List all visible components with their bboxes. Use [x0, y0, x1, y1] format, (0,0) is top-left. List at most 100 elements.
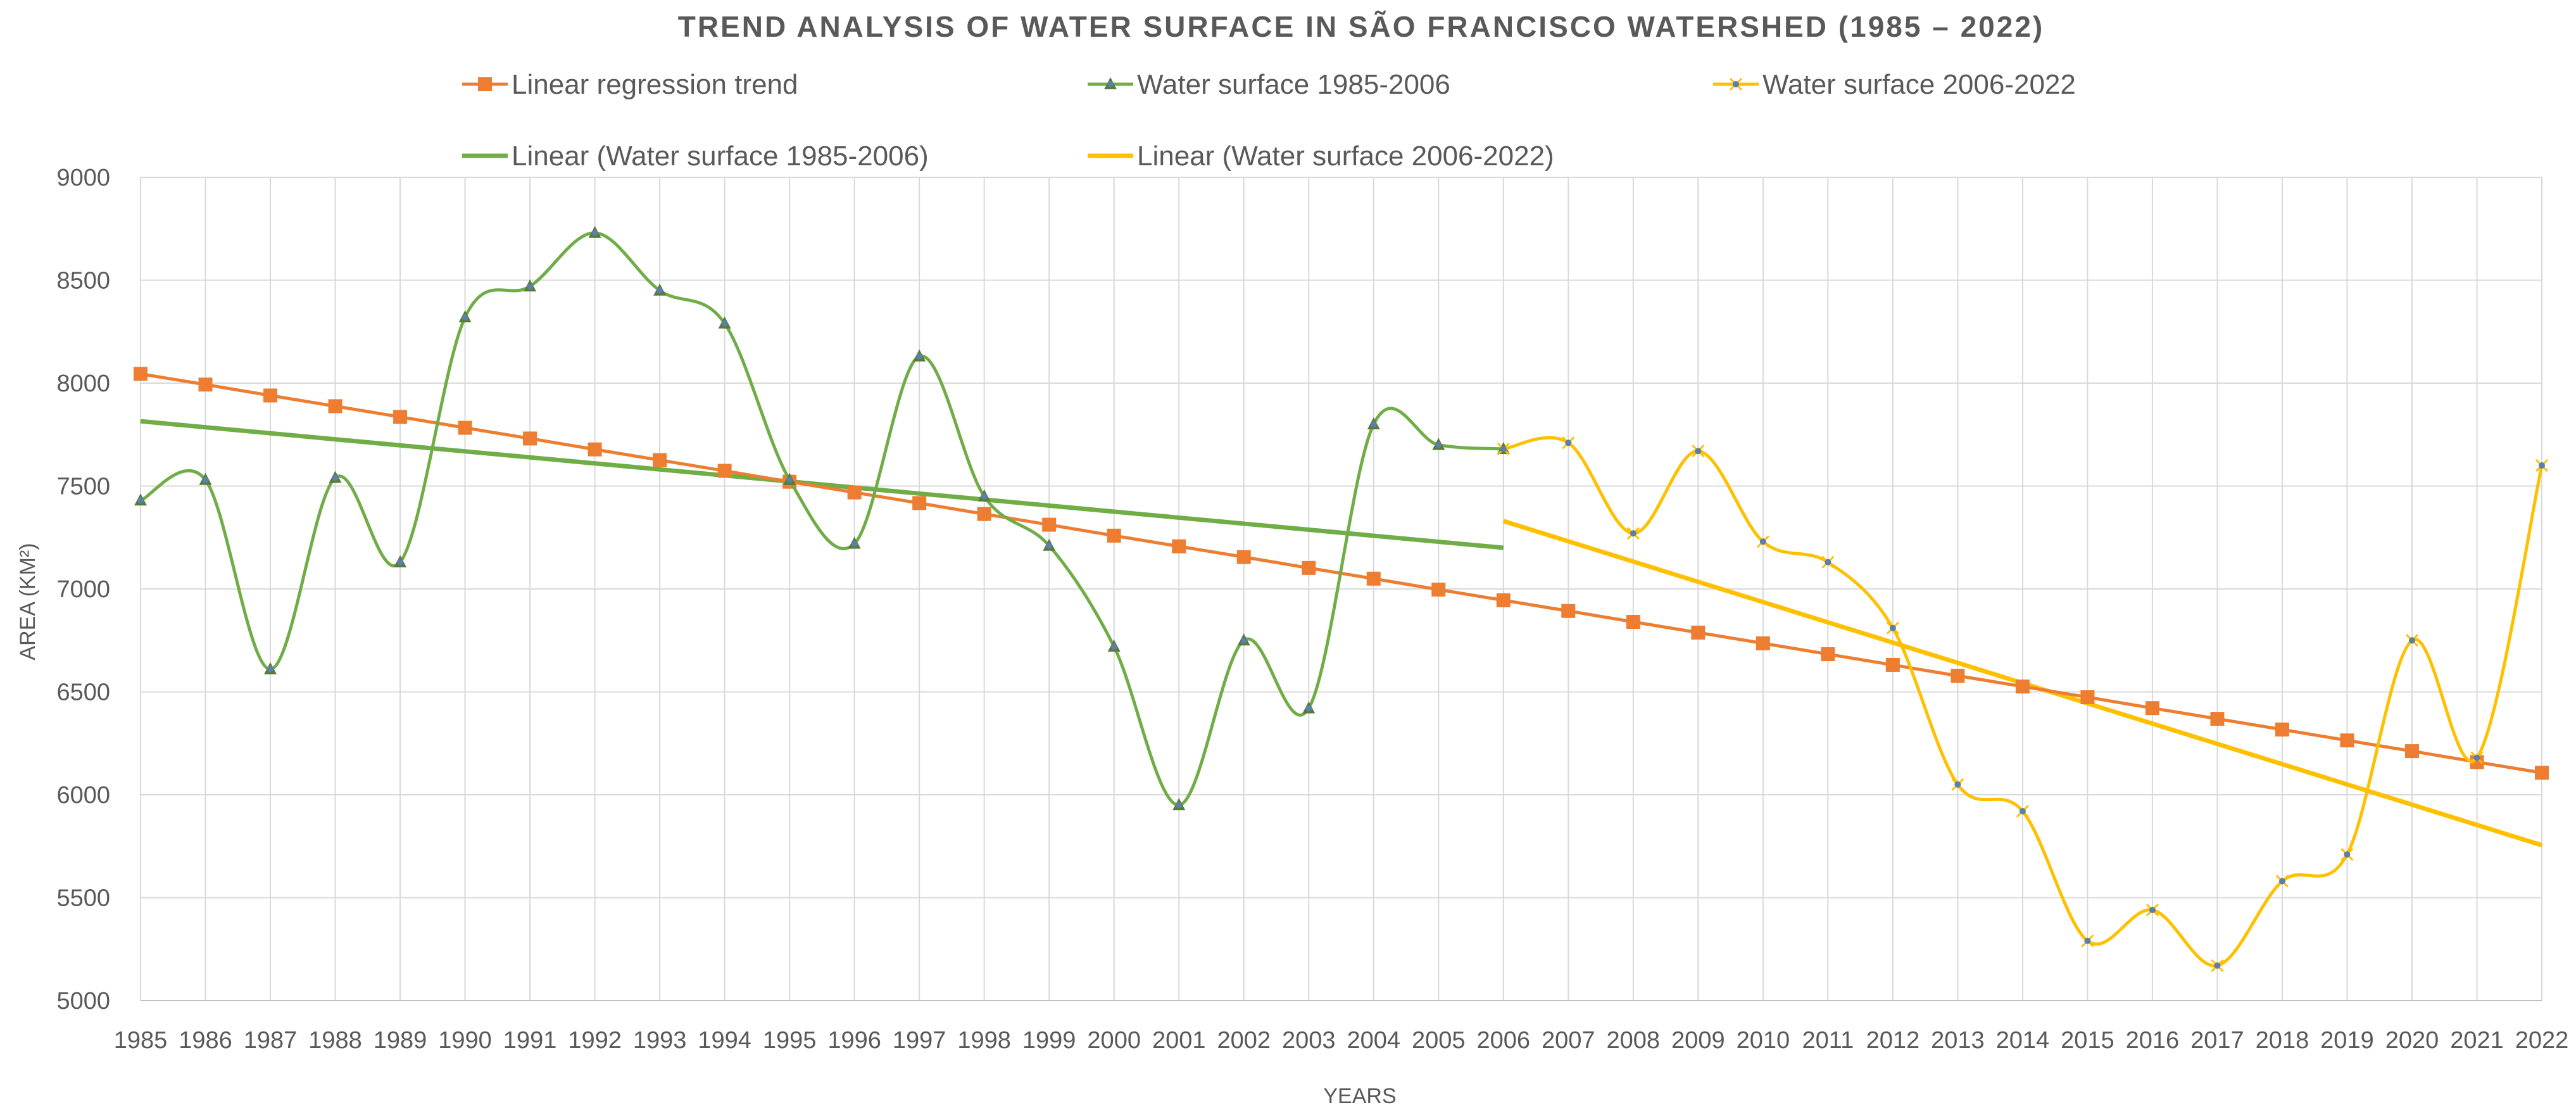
x-tick-label: 1988 — [308, 1027, 362, 1054]
y-tick-label: 6500 — [56, 680, 110, 706]
data-point — [1043, 538, 1056, 551]
x-tick-label: 1995 — [763, 1027, 817, 1054]
data-point — [848, 536, 861, 549]
x-tick-label: 1990 — [438, 1027, 492, 1054]
data-point — [2535, 458, 2549, 472]
x-tick-label: 2006 — [1477, 1027, 1531, 1054]
x-tick-label: 2013 — [1931, 1027, 1985, 1054]
data-point — [2015, 680, 2030, 694]
series-layer — [134, 225, 2549, 972]
legend-label: Water surface 2006-2022 — [1762, 69, 2076, 100]
data-point — [2146, 903, 2159, 917]
data-point — [264, 662, 277, 674]
data-point — [587, 442, 602, 457]
x-tick-label: 2020 — [2385, 1027, 2439, 1054]
data-point — [977, 507, 991, 521]
series-1 — [134, 225, 1510, 811]
series-line-1 — [139, 231, 1504, 807]
x-tick-label: 1986 — [179, 1027, 232, 1054]
data-point — [393, 410, 408, 424]
data-point — [1951, 669, 1965, 683]
data-point — [1951, 778, 1964, 791]
x-tick-label: 2010 — [1737, 1027, 1790, 1054]
chart-title: TREND ANALYSIS OF WATER SURFACE IN SÃO F… — [678, 10, 2045, 43]
y-tick-label: 5500 — [56, 885, 110, 912]
data-point — [2470, 755, 2484, 769]
y-tick-label: 6000 — [56, 782, 110, 809]
x-tick-label: 2011 — [1802, 1027, 1854, 1054]
x-tick-label: 1996 — [827, 1027, 881, 1054]
data-point — [2404, 744, 2419, 759]
data-point — [718, 316, 731, 329]
x-tick-label: 2022 — [2515, 1027, 2569, 1054]
data-point — [1626, 615, 1640, 629]
data-point — [524, 279, 537, 292]
data-point — [1431, 582, 1446, 597]
data-point — [1366, 571, 1381, 586]
legend-item-4: Linear (Water surface 2006-2022) — [1088, 141, 1554, 172]
y-tick-label: 5000 — [56, 988, 110, 1015]
data-point — [1367, 417, 1380, 429]
x-tick-label: 1993 — [633, 1027, 687, 1054]
legend: Linear regression trend Water surface 198… — [462, 69, 2076, 172]
x-tick-label: 2017 — [2190, 1027, 2244, 1054]
data-point — [588, 225, 601, 238]
legend-marker — [1729, 77, 1743, 91]
x-tick-label: 1997 — [893, 1027, 946, 1054]
x-tick-label: 2009 — [1671, 1027, 1725, 1054]
x-tick-label: 2014 — [1996, 1027, 2050, 1054]
data-point — [1692, 445, 1705, 458]
legend-label: Linear regression trend — [512, 69, 798, 100]
y-tick-label: 9000 — [56, 165, 110, 191]
data-point — [2340, 848, 2354, 861]
x-tick-label: 2001 — [1152, 1027, 1206, 1054]
data-point — [1107, 640, 1121, 652]
x-tick-label: 2005 — [1412, 1027, 1466, 1054]
x-tick-label: 1999 — [1022, 1027, 1076, 1054]
data-point — [847, 485, 862, 500]
data-point — [1691, 625, 1706, 640]
data-point — [263, 388, 278, 403]
x-tick-label: 2000 — [1087, 1027, 1141, 1054]
data-point — [1496, 593, 1511, 607]
legend-marker — [1104, 77, 1117, 89]
data-point — [913, 349, 926, 362]
x-tick-label: 1991 — [503, 1027, 557, 1054]
data-point — [1237, 633, 1250, 646]
data-point — [198, 377, 213, 392]
data-point — [2145, 701, 2159, 716]
data-point — [1821, 647, 1835, 662]
legend-label: Linear (Water surface 1985-2006) — [512, 141, 929, 172]
data-point — [1302, 560, 1316, 575]
x-tick-label: 1987 — [244, 1027, 298, 1054]
legend-item-1: Water surface 1985-2006 — [1088, 69, 1450, 100]
x-tick-label: 1992 — [568, 1027, 622, 1054]
x-tick-label: 2012 — [1866, 1027, 1920, 1054]
data-point — [199, 472, 212, 485]
data-point — [1886, 621, 1899, 635]
data-point — [1626, 527, 1640, 540]
x-tick-label: 1985 — [114, 1027, 168, 1054]
data-point — [1756, 535, 1769, 548]
x-tick-label: 2002 — [1217, 1027, 1271, 1054]
x-tick-label: 2018 — [2256, 1027, 2309, 1054]
legend-item-0: Linear regression trend — [462, 69, 798, 100]
grid-layer — [140, 177, 2542, 1001]
data-point — [2081, 934, 2094, 947]
x-tick-label: 2015 — [2061, 1027, 2114, 1054]
data-point — [653, 283, 667, 296]
data-point — [1236, 550, 1251, 564]
data-point — [2340, 733, 2354, 748]
data-point — [1302, 701, 1316, 714]
y-tick-labels: 5000 5500 6000 6500 7000 7500 8000 8500 9000 — [56, 165, 110, 1015]
x-tick-labels: 1985 1986 1987 1988 1989 1990 1991 1992 1993 1994… — [114, 1027, 2569, 1054]
legend-item-2: Water surface 2006-2022 — [1713, 69, 2076, 100]
data-point — [458, 310, 472, 322]
legend-label: Water surface 1985-2006 — [1137, 69, 1450, 100]
data-point — [2470, 751, 2484, 764]
y-tick-label: 7000 — [56, 576, 110, 603]
data-point — [977, 489, 991, 502]
data-point — [2275, 875, 2289, 888]
